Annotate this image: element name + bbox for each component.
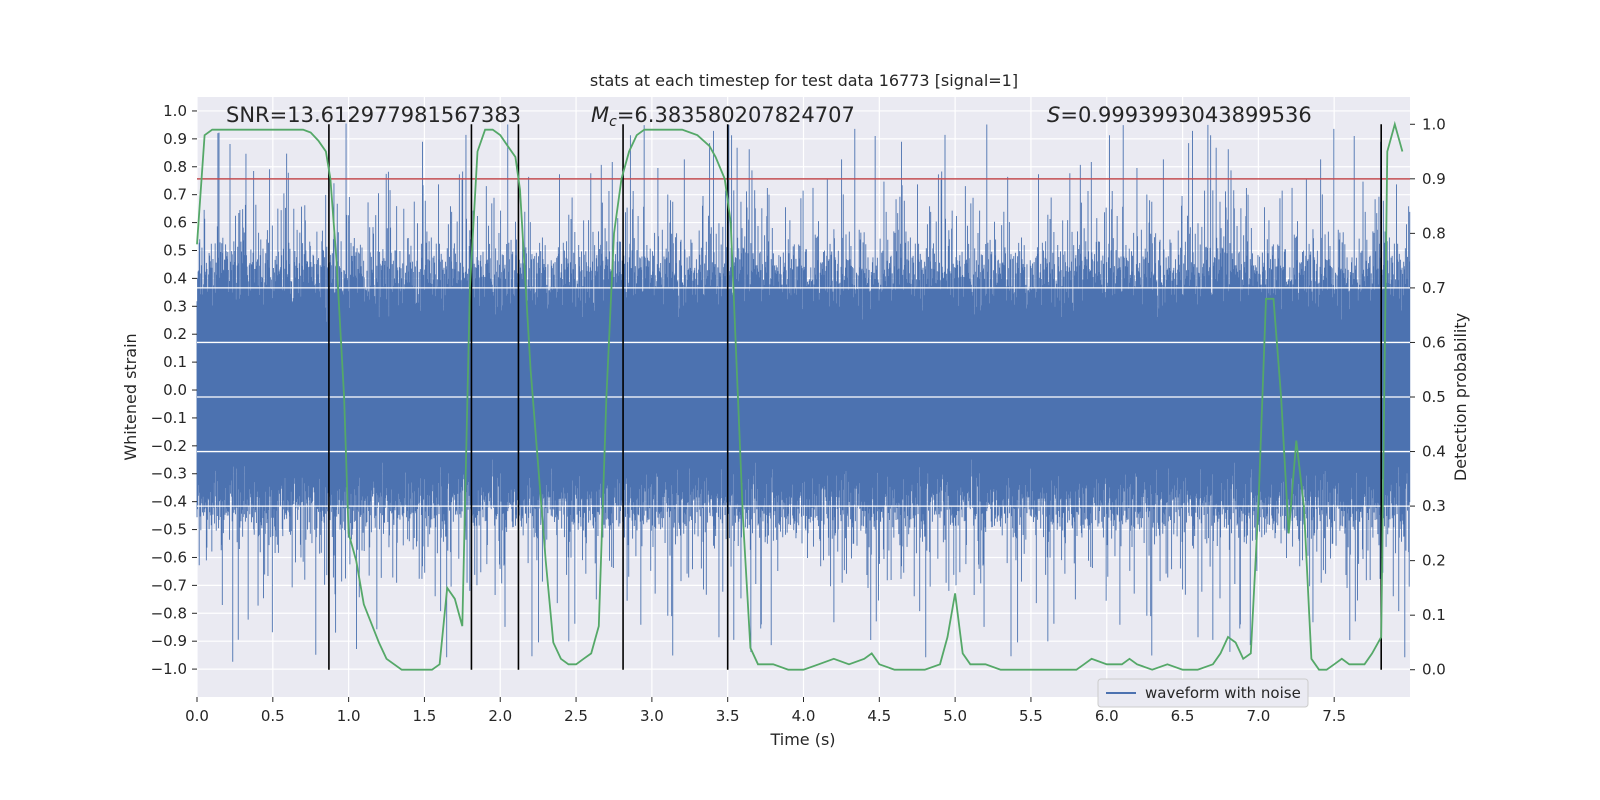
waveform-series <box>196 123 1411 662</box>
x-tick-label: 2.5 <box>564 707 588 725</box>
right-tick-label: 0.8 <box>1422 224 1446 242</box>
annotations: SNR=13.612977981567383 Mc=6.383580207824… <box>226 103 1312 130</box>
x-tick-label: 5.0 <box>943 707 967 725</box>
x-tick-label: 5.5 <box>1019 707 1043 725</box>
legend-label-waveform: waveform with noise <box>1145 684 1301 702</box>
x-tick-label: 7.5 <box>1322 707 1346 725</box>
x-tick-label: 4.0 <box>792 707 816 725</box>
left-tick-label: 0.7 <box>163 186 187 204</box>
x-axis-ticks: 0.0 0.5 1.0 1.5 2.0 2.5 3.0 3.5 4.0 4.5 5.0 5.5 6.0 6… <box>185 697 1346 725</box>
x-tick-label: 6.0 <box>1095 707 1119 725</box>
waveform-trace <box>196 123 1411 662</box>
s-value: =0.9993993043899536 <box>1060 103 1311 127</box>
right-tick-label: 1.0 <box>1422 115 1446 133</box>
legend-box <box>1097 678 1309 708</box>
x-tick-label: 6.5 <box>1171 707 1195 725</box>
right-tick-label: 0.7 <box>1422 279 1446 297</box>
mc-annotation: Mc=6.383580207824707 <box>591 103 855 130</box>
right-tick-label: 0.4 <box>1422 443 1446 461</box>
mc-value: =6.383580207824707 <box>617 103 855 127</box>
mc-symbol: M <box>591 103 609 127</box>
left-tick-label: 0.8 <box>163 158 187 176</box>
left-tick-label: 0.2 <box>163 325 187 343</box>
right-tick-label: 0.2 <box>1422 552 1446 570</box>
left-tick-label: 0.9 <box>163 130 187 148</box>
left-tick-label: −0.5 <box>151 521 187 539</box>
left-tick-label: −0.2 <box>151 437 187 455</box>
right-axis-ticks: 1.0 0.9 0.8 0.7 0.6 0.5 0.4 0.3 0.2 0.1 0.0 <box>1410 115 1446 679</box>
detection-probability-series <box>196 120 1404 671</box>
right-tick-label: 0.3 <box>1422 497 1446 515</box>
x-tick-label: 0.0 <box>185 707 209 725</box>
left-tick-label: −0.9 <box>151 632 187 650</box>
left-tick-label: −0.4 <box>151 493 187 511</box>
right-tick-label: 0.5 <box>1422 388 1446 406</box>
left-tick-label: 0.6 <box>163 214 187 232</box>
x-tick-label: 7.0 <box>1246 707 1270 725</box>
right-tick-label: 0.9 <box>1422 170 1446 188</box>
x-tick-label: 3.5 <box>716 707 740 725</box>
left-tick-label: 0.1 <box>163 353 187 371</box>
left-tick-label: −0.1 <box>151 409 187 427</box>
y-axis-label-left: Whitened strain <box>121 333 140 460</box>
left-tick-label: 0.0 <box>163 381 187 399</box>
legend: waveform with noise <box>1097 678 1309 708</box>
x-axis-label: Time (s) <box>769 730 835 749</box>
x-tick-label: 0.5 <box>261 707 285 725</box>
left-tick-label: −1.0 <box>151 660 187 678</box>
s-annotation: S=0.9993993043899536 <box>1047 103 1312 127</box>
chart-title: stats at each timestep for test data 167… <box>590 71 1018 90</box>
snr-annotation: SNR=13.612977981567383 <box>226 103 521 127</box>
y-axis-label-right: Detection probability <box>1451 313 1470 481</box>
x-tick-label: 3.0 <box>640 707 664 725</box>
segment-boundaries <box>328 124 1382 670</box>
overlay-gridlines <box>197 287 1410 507</box>
right-tick-label: 0.6 <box>1422 333 1446 351</box>
s-symbol: S <box>1047 103 1060 127</box>
left-axis-ticks: 1.0 0.9 0.8 0.7 0.6 0.5 0.4 0.3 0.2 0.1 0.0 −0.1 −0.… <box>151 102 197 678</box>
left-tick-label: −0.6 <box>151 548 187 566</box>
x-tick-label: 4.5 <box>867 707 891 725</box>
left-tick-label: −0.8 <box>151 604 187 622</box>
left-tick-label: 0.5 <box>163 241 187 259</box>
x-tick-label: 1.0 <box>337 707 361 725</box>
left-tick-label: −0.3 <box>151 465 187 483</box>
left-tick-label: 1.0 <box>163 102 187 120</box>
mc-subscript: c <box>609 114 617 130</box>
right-tick-label: 0.0 <box>1422 661 1446 679</box>
x-tick-label: 2.0 <box>488 707 512 725</box>
right-tick-label: 0.1 <box>1422 606 1446 624</box>
left-tick-label: −0.7 <box>151 576 187 594</box>
x-tick-label: 1.5 <box>413 707 437 725</box>
left-tick-label: 0.4 <box>163 269 187 287</box>
left-tick-label: 0.3 <box>163 297 187 315</box>
